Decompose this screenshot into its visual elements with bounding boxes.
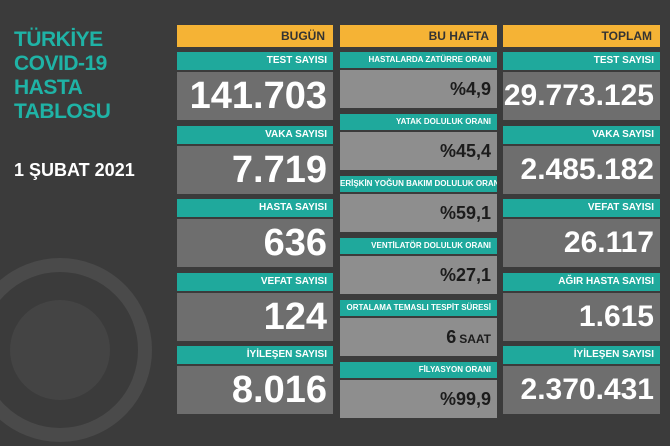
card-label: VAKA SAYISI <box>503 125 660 144</box>
title-line: TÜRKİYE <box>14 28 103 51</box>
value-text: %4,9 <box>449 79 491 99</box>
value-text: 29.773.125 <box>503 79 654 112</box>
card-label: İYİLEŞEN SAYISI <box>177 346 333 364</box>
value-text: 636 <box>263 222 327 264</box>
card-label: VEFAT SAYISI <box>503 199 660 217</box>
card-value: %99,9 <box>340 380 497 418</box>
value-text: 2.485.182 <box>520 152 654 186</box>
card-value: 2.485.182 <box>503 145 660 194</box>
value-text: %59,1 <box>439 203 491 223</box>
title-line: HASTA <box>14 76 83 99</box>
card-label: FİLYASYON ORANI <box>340 362 497 378</box>
card-label: YATAK DOLULUK ORANI <box>340 114 497 130</box>
card-label: HASTA SAYISI <box>177 199 333 217</box>
value-text: 124 <box>263 295 327 338</box>
card-value: 29.773.125 <box>503 72 660 120</box>
card-label: TEST SAYISI <box>177 52 333 70</box>
card-value: 2.370.431 <box>503 366 660 414</box>
date: 1 ŞUBAT 2021 <box>14 160 135 180</box>
card-label: TEST SAYISI <box>503 52 660 70</box>
value-text: %45,4 <box>439 141 491 161</box>
card-value: %59,1 <box>340 194 497 232</box>
card-value: 141.703 <box>177 72 333 120</box>
column-header: BUGÜN <box>177 25 333 47</box>
card-value: 636 <box>177 219 333 267</box>
card-value: 6 SAAT <box>340 318 497 356</box>
card-value: 7.719 <box>177 145 333 194</box>
column-header: TOPLAM <box>503 25 660 47</box>
column-header: BU HAFTA <box>340 25 497 47</box>
card-label: VAKA SAYISI <box>177 125 333 144</box>
value-text: 8.016 <box>231 369 327 411</box>
card-value: %27,1 <box>340 256 497 294</box>
value-text: %27,1 <box>439 265 491 285</box>
card-value: %45,4 <box>340 132 497 170</box>
card-label: ORTALAMA TEMASLI TESPİT SÜRESİ <box>340 300 497 316</box>
value-text: 2.370.431 <box>520 373 654 406</box>
card-value: 1.615 <box>503 292 660 341</box>
card-value: 26.117 <box>503 219 660 267</box>
card-label: HASTALARDA ZATÜRRE ORANI <box>340 52 497 68</box>
card-label: VEFAT SAYISI <box>177 272 333 291</box>
title-line: TABLOSU <box>14 100 111 123</box>
logo-watermark <box>0 258 152 442</box>
card-value: 8.016 <box>177 366 333 414</box>
value-text: 7.719 <box>231 148 327 191</box>
value-text: 141.703 <box>189 75 327 117</box>
value-text: %99,9 <box>439 389 491 409</box>
value-unit: SAAT <box>459 332 491 346</box>
card-value: 124 <box>177 292 333 341</box>
title-line: COVID-19 <box>14 52 107 75</box>
card-label: VENTİLATÖR DOLULUK ORANI <box>340 238 497 254</box>
card-label: İYİLEŞEN SAYISI <box>503 346 660 364</box>
card-label: ERİŞKİN YOĞUN BAKIM DOLULUK ORANI <box>340 176 497 192</box>
card-label: AĞIR HASTA SAYISI <box>503 272 660 291</box>
card-value: %4,9 <box>340 70 497 108</box>
value-text: 6 <box>446 327 457 347</box>
value-text: 1.615 <box>578 299 654 333</box>
value-text: 26.117 <box>563 226 654 259</box>
